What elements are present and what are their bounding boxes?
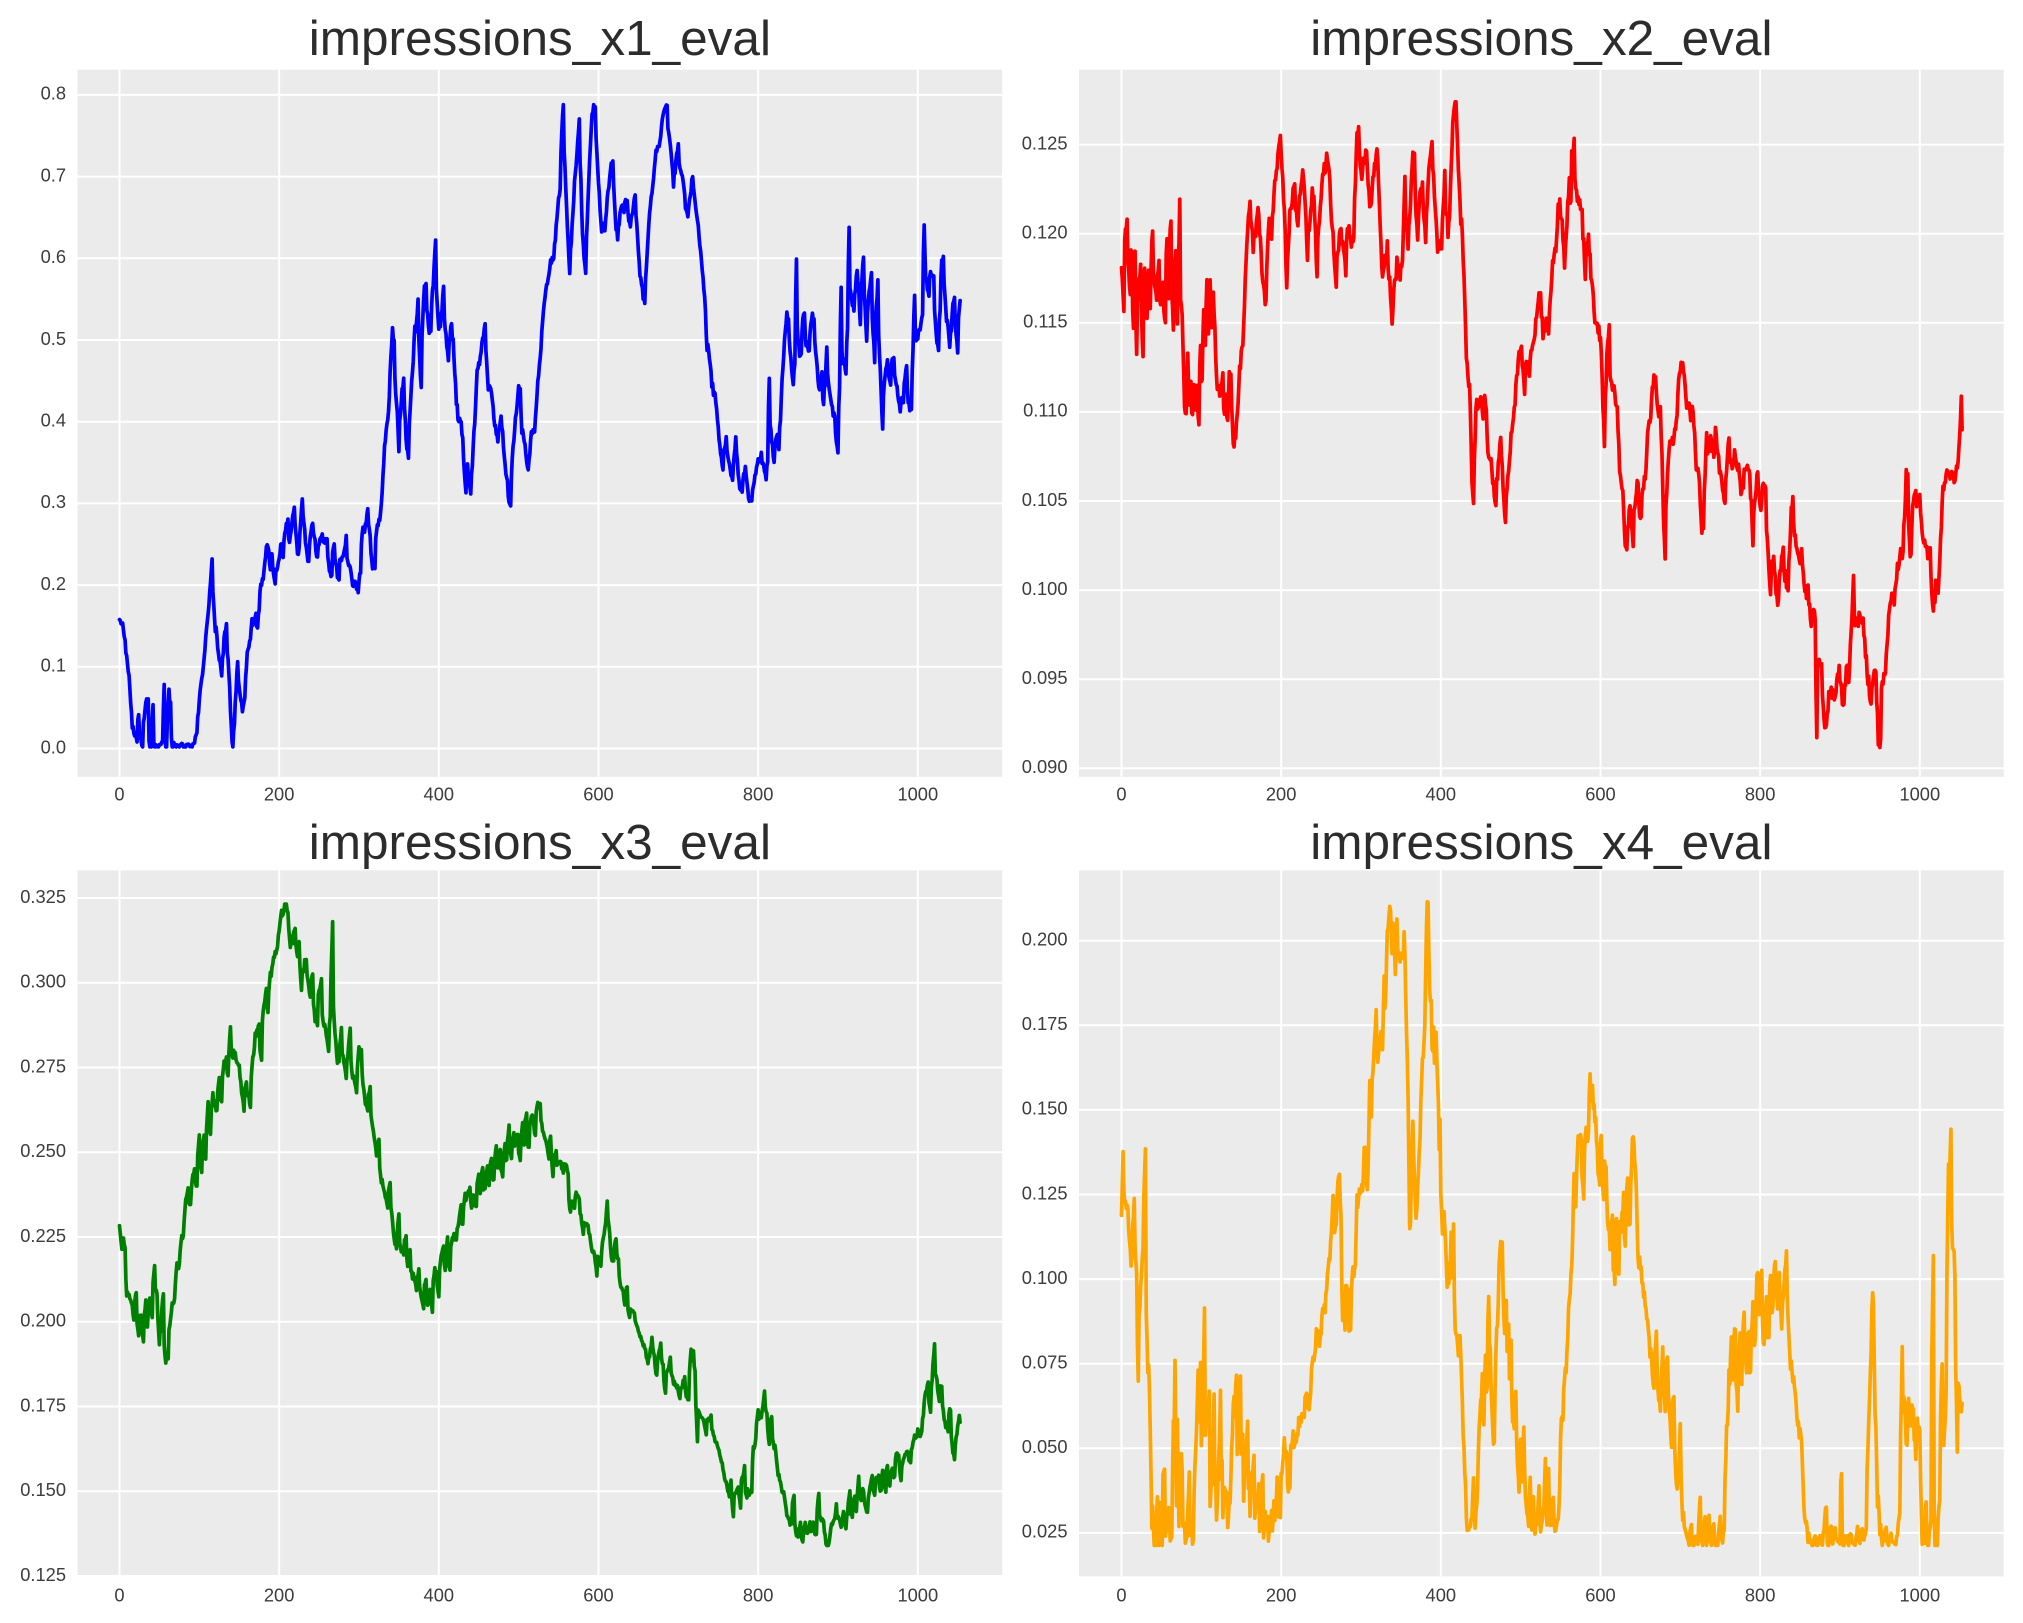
svg-text:0.1: 0.1 bbox=[41, 655, 66, 676]
svg-text:600: 600 bbox=[583, 784, 614, 805]
svg-text:0.175: 0.175 bbox=[20, 1394, 66, 1415]
svg-text:0.025: 0.025 bbox=[1022, 1521, 1068, 1542]
svg-text:impressions_x3_eval: impressions_x3_eval bbox=[309, 815, 771, 870]
svg-text:0.3: 0.3 bbox=[41, 491, 66, 512]
svg-text:0.105: 0.105 bbox=[1022, 489, 1068, 510]
svg-text:impressions_x1_eval: impressions_x1_eval bbox=[309, 11, 771, 66]
svg-text:1000: 1000 bbox=[1899, 784, 1940, 805]
svg-text:0.325: 0.325 bbox=[20, 886, 66, 907]
svg-text:0.8: 0.8 bbox=[41, 83, 66, 104]
svg-text:1000: 1000 bbox=[897, 784, 938, 805]
svg-text:0.120: 0.120 bbox=[1022, 222, 1068, 243]
svg-text:0.095: 0.095 bbox=[1022, 667, 1068, 688]
svg-text:0.0: 0.0 bbox=[41, 736, 66, 757]
svg-text:0.090: 0.090 bbox=[1022, 756, 1068, 777]
svg-text:0.150: 0.150 bbox=[1022, 1098, 1068, 1119]
svg-text:200: 200 bbox=[264, 1585, 295, 1606]
svg-text:0.5: 0.5 bbox=[41, 328, 66, 349]
svg-text:0.275: 0.275 bbox=[20, 1055, 66, 1076]
svg-text:0.110: 0.110 bbox=[1023, 400, 1067, 421]
svg-text:200: 200 bbox=[1266, 784, 1297, 805]
svg-text:0.200: 0.200 bbox=[20, 1310, 66, 1331]
svg-text:1000: 1000 bbox=[897, 1585, 938, 1606]
svg-text:600: 600 bbox=[1585, 784, 1616, 805]
svg-text:400: 400 bbox=[424, 1585, 455, 1606]
svg-text:0.250: 0.250 bbox=[20, 1140, 66, 1161]
svg-text:800: 800 bbox=[743, 1585, 774, 1606]
svg-text:800: 800 bbox=[743, 784, 774, 805]
svg-text:0.7: 0.7 bbox=[41, 164, 66, 185]
svg-text:400: 400 bbox=[424, 784, 455, 805]
svg-text:0.050: 0.050 bbox=[1022, 1436, 1068, 1457]
svg-text:0: 0 bbox=[1116, 1585, 1126, 1606]
svg-text:0.100: 0.100 bbox=[1022, 1267, 1068, 1288]
svg-text:200: 200 bbox=[264, 784, 295, 805]
svg-text:0.150: 0.150 bbox=[20, 1479, 66, 1500]
svg-text:600: 600 bbox=[1585, 1585, 1616, 1606]
svg-text:0: 0 bbox=[114, 1585, 124, 1606]
svg-text:400: 400 bbox=[1426, 1585, 1457, 1606]
svg-text:impressions_x2_eval: impressions_x2_eval bbox=[1310, 11, 1772, 66]
svg-text:0.100: 0.100 bbox=[1022, 578, 1068, 599]
svg-text:400: 400 bbox=[1426, 784, 1457, 805]
svg-text:600: 600 bbox=[583, 1585, 614, 1606]
svg-text:200: 200 bbox=[1266, 1585, 1297, 1606]
svg-text:0.225: 0.225 bbox=[20, 1225, 66, 1246]
svg-text:800: 800 bbox=[1745, 1585, 1776, 1606]
svg-text:800: 800 bbox=[1745, 784, 1776, 805]
svg-text:0.175: 0.175 bbox=[1022, 1013, 1068, 1034]
svg-text:0.125: 0.125 bbox=[20, 1564, 66, 1585]
svg-text:impressions_x4_eval: impressions_x4_eval bbox=[1310, 815, 1772, 870]
svg-text:0.200: 0.200 bbox=[1022, 929, 1068, 950]
svg-text:1000: 1000 bbox=[1899, 1585, 1940, 1606]
svg-text:0.115: 0.115 bbox=[1023, 311, 1067, 332]
svg-text:0.125: 0.125 bbox=[1022, 132, 1068, 153]
svg-text:0.4: 0.4 bbox=[41, 410, 66, 431]
svg-text:0.6: 0.6 bbox=[41, 246, 66, 267]
svg-text:0: 0 bbox=[1116, 784, 1126, 805]
svg-text:0.125: 0.125 bbox=[1022, 1182, 1068, 1203]
svg-text:0: 0 bbox=[114, 784, 124, 805]
svg-text:0.300: 0.300 bbox=[20, 971, 66, 992]
svg-text:0.2: 0.2 bbox=[41, 573, 66, 594]
svg-text:0.075: 0.075 bbox=[1022, 1352, 1068, 1373]
